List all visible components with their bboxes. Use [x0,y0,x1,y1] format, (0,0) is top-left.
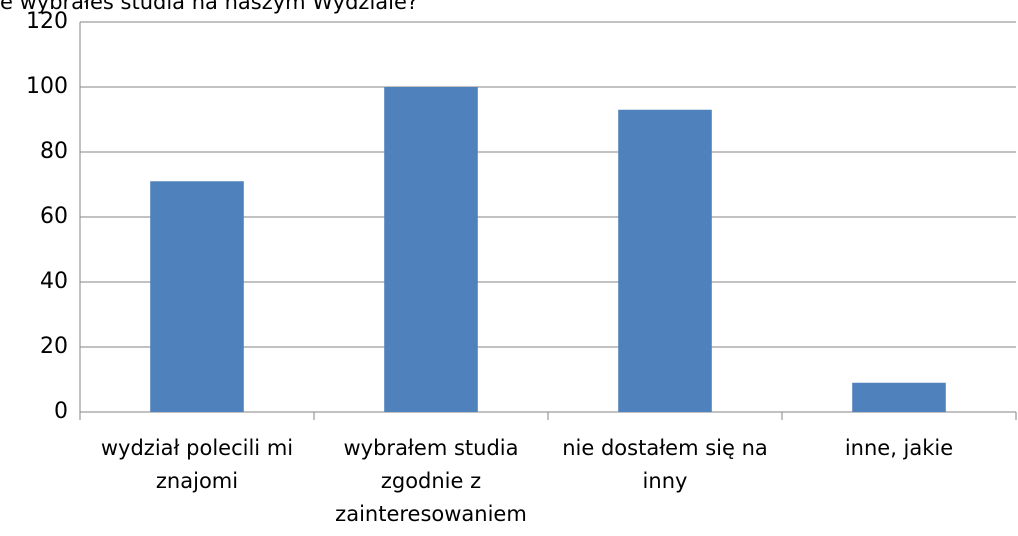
y-tick-label: 20 [40,334,68,359]
y-tick-label: 80 [40,139,68,164]
y-tick-label: 0 [54,399,68,424]
chart-title: e wybrałeś studia na naszym Wydziale? [0,0,419,14]
bar [150,181,244,412]
y-tick-label: 100 [26,74,68,99]
x-tick-label: wybrałem studia zgodnie z zainteresowani… [335,436,527,526]
x-tick-label: nie dostałem się na inny [562,436,768,493]
bar [852,382,946,412]
y-tick-label: 60 [40,204,68,229]
bar [618,109,712,412]
x-tick-label: wydział polecili mi znajomi [100,436,294,493]
y-tick-label: 40 [40,269,68,294]
x-tick-label: inne, jakie [844,436,954,460]
y-tick-label: 120 [26,9,68,34]
bar [384,87,478,412]
